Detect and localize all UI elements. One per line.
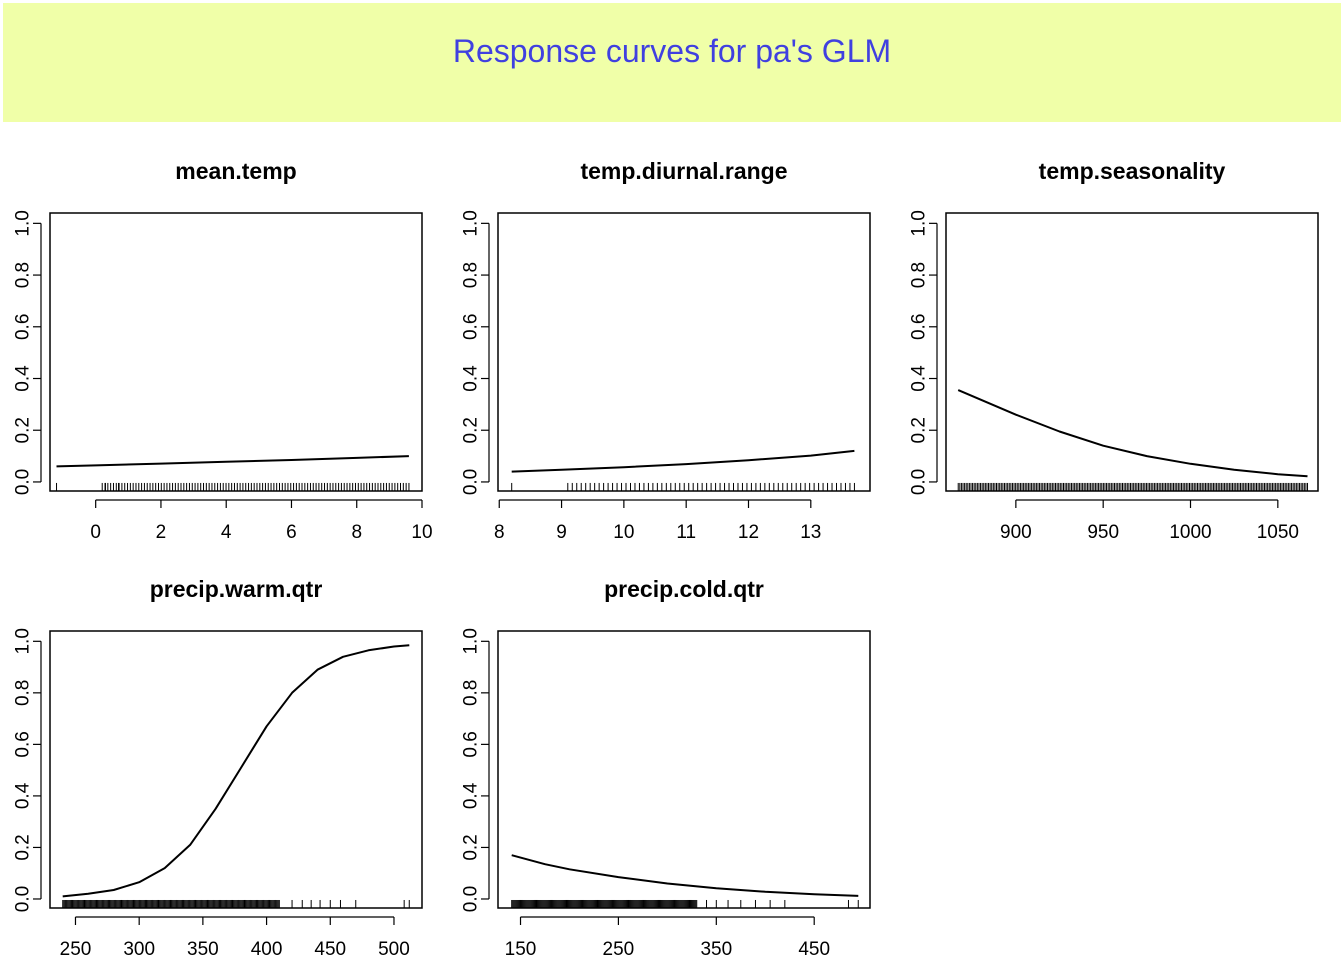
- chart-panel-precip-cold-qtr: precip.cold.qtr 150 250 350 450 0.0 0.2 0.4 0.6 0…: [461, 576, 871, 960]
- x-tick-label: 10: [411, 522, 432, 543]
- x-tick-label: 350: [187, 939, 219, 960]
- x-tick-label: 8: [494, 522, 505, 543]
- x-tick-label: 13: [800, 522, 821, 543]
- y-tick-label: 1.0: [909, 210, 930, 236]
- y-tick-label: 0.8: [909, 262, 930, 288]
- x-tick-label: 950: [1087, 522, 1119, 543]
- y-tick-label: 1.0: [13, 628, 34, 654]
- plot-frame: [49, 212, 423, 492]
- y-tick-label: 0.8: [461, 680, 482, 706]
- x-tick-label: 450: [798, 939, 830, 960]
- x-tick-label: 250: [603, 939, 635, 960]
- page-title: Response curves for pa's GLM: [452, 33, 892, 69]
- y-tick-label: 0.6: [13, 731, 34, 757]
- x-tick-label: 2: [156, 522, 167, 543]
- x-tick-label: 9: [556, 522, 567, 543]
- x-tick-label: 8: [351, 522, 362, 543]
- plot-frame: [945, 212, 1319, 492]
- y-tick-label: 1.0: [13, 210, 34, 236]
- y-tick-label: 0.2: [909, 417, 930, 443]
- chart-panel-temp-diurnal-range: temp.diurnal.range 8 9 10 11 12 13 0.0 0.2 0.4 0.6…: [461, 158, 871, 543]
- x-tick-label: 12: [738, 522, 759, 543]
- x-tick-label: 900: [1000, 522, 1032, 543]
- x-tick-label: 1000: [1169, 522, 1211, 543]
- y-tick-label: 0.0: [461, 469, 482, 495]
- y-tick-label: 0.6: [13, 314, 34, 340]
- plot-frame: [497, 630, 871, 909]
- plot-frame: [497, 212, 871, 492]
- chart-panel-temp-seasonality: temp.seasonality 900 950 1000 1050 0.0 0.2 0.4 0…: [909, 158, 1319, 543]
- y-tick-label: 0.0: [13, 469, 34, 495]
- y-tick-label: 0.6: [461, 731, 482, 757]
- y-tick-label: 0.6: [909, 314, 930, 340]
- x-tick-label: 10: [613, 522, 634, 543]
- x-tick-label: 6: [286, 522, 297, 543]
- chart-title: precip.warm.qtr: [150, 576, 323, 602]
- y-tick-label: 1.0: [461, 210, 482, 236]
- y-tick-label: 0.0: [461, 886, 482, 912]
- response-curve: [957, 389, 1308, 478]
- y-tick-label: 0.8: [13, 262, 34, 288]
- x-tick-label: 150: [505, 939, 537, 960]
- y-tick-label: 0.8: [461, 262, 482, 288]
- y-tick-label: 0.2: [461, 834, 482, 860]
- y-tick-label: 0.4: [461, 782, 482, 809]
- y-tick-label: 1.0: [461, 628, 482, 654]
- y-tick-label: 0.2: [13, 417, 34, 443]
- y-tick-label: 0.0: [13, 886, 34, 912]
- response-curve: [511, 449, 855, 473]
- chart-panel-mean-temp: mean.temp 0 2 4 6 8 10 0.0 0.2 0.4 0.6 0.8 1.0: [13, 158, 433, 543]
- x-tick-label: 400: [251, 939, 283, 960]
- plot-frame: [49, 630, 423, 909]
- y-tick-label: 0.4: [909, 365, 930, 392]
- y-tick-label: 0.8: [13, 680, 34, 706]
- x-tick-label: 1050: [1257, 522, 1299, 543]
- chart-title: temp.seasonality: [1039, 158, 1226, 184]
- title-banner: Response curves for pa's GLM: [3, 3, 1341, 122]
- y-tick-label: 0.0: [909, 469, 930, 495]
- y-tick-label: 0.4: [13, 365, 34, 392]
- response-curve: [511, 854, 859, 897]
- chart-title: temp.diurnal.range: [580, 158, 787, 184]
- response-curve: [62, 644, 410, 898]
- x-tick-label: 11: [676, 522, 696, 543]
- x-tick-label: 4: [221, 522, 232, 543]
- y-tick-label: 0.4: [13, 782, 34, 809]
- chart-title: precip.cold.qtr: [604, 576, 764, 602]
- x-tick-label: 500: [378, 939, 410, 960]
- y-tick-label: 0.6: [461, 314, 482, 340]
- chart-panel-precip-warm-qtr: precip.warm.qtr 250 300 350 400 450 500 0.0 0.2 0…: [13, 576, 423, 960]
- x-tick-label: 0: [90, 522, 101, 543]
- x-tick-label: 250: [60, 939, 92, 960]
- x-tick-label: 350: [700, 939, 732, 960]
- y-tick-label: 0.2: [13, 834, 34, 860]
- response-curve: [56, 455, 409, 468]
- chart-title: mean.temp: [175, 158, 296, 184]
- x-tick-label: 450: [314, 939, 346, 960]
- x-tick-label: 300: [123, 939, 155, 960]
- y-tick-label: 0.2: [461, 417, 482, 443]
- y-tick-label: 0.4: [461, 365, 482, 392]
